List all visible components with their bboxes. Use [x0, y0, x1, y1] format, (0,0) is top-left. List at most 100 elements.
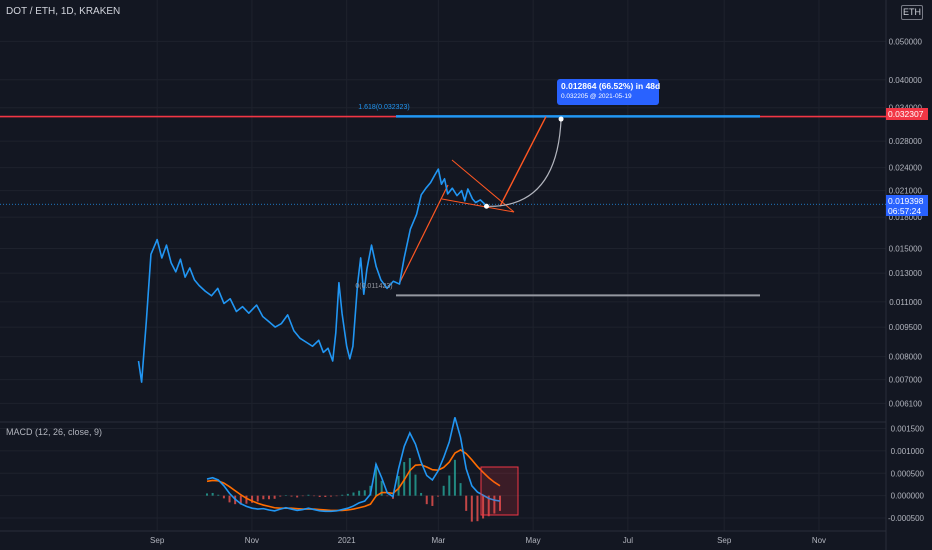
macd-histogram-bar: [296, 495, 299, 498]
price-axis[interactable]: 0.0500000.0400000.0340000.0280000.024000…: [889, 37, 923, 408]
price-projection-label[interactable]: 0.012864 (66.52%) in 48d 0.032205 @ 2021…: [557, 79, 661, 105]
macd-histogram-bar: [279, 495, 282, 497]
currency-badge[interactable]: ETH: [901, 5, 923, 20]
macd-histogram-bar: [251, 495, 254, 503]
projection-change: 0.012864 (66.52%) in 48d: [561, 81, 661, 91]
price-series: [137, 168, 486, 383]
time-axis[interactable]: Sep Nov 2021 Mar May Jul Sep Nov: [150, 536, 826, 545]
macd-histogram-bar: [476, 495, 479, 522]
macd-histogram-bar: [228, 495, 231, 503]
time-tick-label: Mar: [431, 536, 445, 545]
macd-histogram-bar: [273, 495, 276, 499]
macd-line: [206, 417, 501, 513]
macd-histogram-bar: [324, 495, 327, 497]
macd-tick-label: 0.000000: [891, 492, 925, 501]
price-line: [137, 168, 486, 383]
macd-histogram-bar: [420, 492, 423, 496]
time-tick-label: Nov: [245, 536, 259, 545]
projection-trendline: [499, 116, 547, 207]
time-tick-label: May: [526, 536, 541, 545]
fib-top-label: 1.618(0.032323): [358, 104, 409, 111]
macd-histogram-bar: [363, 490, 366, 496]
macd-histogram-bar: [284, 495, 287, 496]
macd-tick-label: 0.001000: [891, 447, 925, 456]
resistance-price-badge: 0.032307: [886, 108, 928, 120]
price-tick-label: 0.018000: [889, 213, 923, 222]
macd-tick-label: 0.001500: [891, 424, 925, 433]
macd-histogram-bar: [329, 495, 332, 497]
triangle-upper-trendline: [451, 159, 515, 213]
macd-histogram-bar: [341, 494, 344, 496]
projection-start-point: [484, 203, 489, 209]
macd-indicator-title[interactable]: MACD (12, 26, close, 9): [6, 427, 103, 437]
macd-histogram-bar: [470, 495, 473, 522]
macd-histogram-bar: [442, 485, 445, 496]
price-tick-label: 0.040000: [889, 76, 923, 85]
macd-histogram-bar: [313, 495, 316, 497]
macd-histogram-bar: [380, 480, 383, 496]
macd-histogram-bar: [245, 495, 248, 504]
macd-histogram-bar: [482, 495, 485, 519]
time-tick-label: Sep: [150, 536, 165, 545]
macd-histogram-bar: [239, 495, 242, 505]
price-tick-label: 0.050000: [889, 37, 923, 46]
chart-grid: [0, 0, 886, 531]
projection-target: 0.032205 @ 2021-05-19: [561, 93, 632, 100]
macd-tick-label: -0.000500: [888, 514, 925, 523]
projection-end-point: [558, 116, 564, 122]
macd-highlight-box: [480, 466, 519, 516]
symbol-title[interactable]: DOT / ETH, 1D, KRAKEN: [6, 6, 121, 17]
bar-countdown: 06:57:24: [888, 206, 922, 216]
macd-histogram-bar: [290, 495, 293, 497]
price-tick-label: 0.021000: [889, 187, 923, 196]
price-tick-label: 0.024000: [889, 164, 923, 173]
macd-histogram-bar: [217, 494, 220, 496]
macd-histogram-bar: [335, 495, 338, 497]
projection-arc: [486, 119, 562, 207]
macd-axis[interactable]: 0.001500 0.001000 0.000500 0.000000 -0.00050…: [888, 424, 925, 523]
current-price-value: 0.019398: [888, 196, 924, 206]
price-tick-label: 0.013000: [889, 269, 923, 278]
price-tick-label: 0.008000: [889, 353, 923, 362]
macd-histogram-bar: [211, 492, 214, 496]
macd-histogram-bar: [346, 493, 349, 496]
macd-histogram-bar: [414, 474, 417, 496]
macd-pane: [206, 417, 519, 522]
macd-histogram-bar: [352, 492, 355, 496]
triangle-lower-trendline: [441, 198, 515, 213]
macd-histogram-bar: [437, 495, 440, 497]
macd-tick-label: 0.000500: [891, 469, 925, 478]
macd-signal-line: [206, 449, 501, 512]
time-tick-label: Nov: [812, 536, 826, 545]
macd-histogram-bar: [256, 495, 259, 502]
price-tick-label: 0.015000: [889, 245, 923, 254]
price-tick-label: 0.006100: [889, 399, 923, 408]
macd-histogram-bar: [358, 490, 361, 496]
macd-histogram-bar: [267, 495, 270, 500]
price-tick-label: 0.028000: [889, 137, 923, 146]
current-price-badge: 0.019398 06:57:24: [886, 195, 928, 216]
macd-histogram-bar: [408, 458, 411, 496]
time-tick-label: 2021: [338, 536, 356, 545]
macd-histogram-bar: [307, 494, 310, 496]
fib-bottom-label: 0(0.011423): [355, 283, 392, 290]
macd-histogram-bar: [206, 493, 208, 496]
macd-histogram-bar: [318, 495, 321, 497]
macd-histogram-bar: [431, 495, 434, 506]
price-tick-label: 0.007000: [889, 376, 923, 385]
macd-histogram-bar: [301, 495, 304, 497]
drawing-layer[interactable]: [0, 115, 886, 297]
macd-histogram-bar: [425, 495, 428, 505]
macd-histogram-bar: [465, 495, 468, 511]
macd-histogram-bar: [375, 463, 378, 496]
price-tick-label: 0.011000: [889, 298, 922, 307]
macd-histogram-bar: [397, 475, 400, 496]
macd-histogram-bar: [487, 495, 490, 517]
macd-histogram-bar: [262, 495, 265, 500]
annotation-labels: 1.618(0.032323) 0(0.011423): [355, 104, 409, 290]
macd-histogram-bar: [453, 459, 456, 496]
price-tick-label: 0.009500: [889, 323, 923, 332]
time-tick-label: Jul: [623, 536, 633, 545]
macd-histogram-bar: [386, 495, 389, 497]
